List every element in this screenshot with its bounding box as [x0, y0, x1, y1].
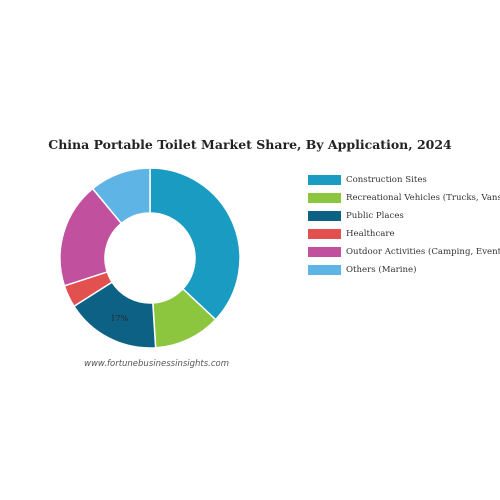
- legend-item: Recreational Vehicles (Trucks, Vans.): [308, 189, 500, 207]
- legend-swatch: [308, 265, 341, 275]
- legend-item: Others (Marine): [308, 261, 500, 279]
- slice-labels: 17%: [110, 314, 128, 323]
- legend-label: Construction Sites: [346, 175, 427, 185]
- chart-title: China Portable Toilet Market Share, By A…: [48, 137, 452, 152]
- legend-label: Outdoor Activities (Camping, Events): [346, 247, 500, 257]
- legend-swatch: [308, 247, 341, 257]
- source-watermark: www.fortunebusinessinsights.com: [84, 359, 230, 369]
- slice-data-label: 17%: [110, 314, 128, 323]
- donut-slice-1: [149, 167, 241, 321]
- donut-slice-6: [91, 167, 151, 225]
- donut-slices: [59, 167, 241, 349]
- legend-label: Others (Marine): [346, 265, 417, 275]
- legend-label: Healthcare: [346, 229, 395, 239]
- legend-swatch: [308, 175, 341, 185]
- legend-swatch: [308, 193, 341, 203]
- chart-legend: Construction Sites Recreational Vehicles …: [308, 171, 500, 279]
- legend-label: Public Places: [346, 211, 404, 221]
- legend-item: Public Places: [308, 207, 500, 225]
- legend-swatch: [308, 211, 341, 221]
- legend-item: Outdoor Activities (Camping, Events): [308, 243, 500, 261]
- legend-label: Recreational Vehicles (Trucks, Vans.): [346, 193, 500, 203]
- legend-swatch: [308, 229, 341, 239]
- legend-item: Healthcare: [308, 225, 500, 243]
- legend-item: Construction Sites: [308, 171, 500, 189]
